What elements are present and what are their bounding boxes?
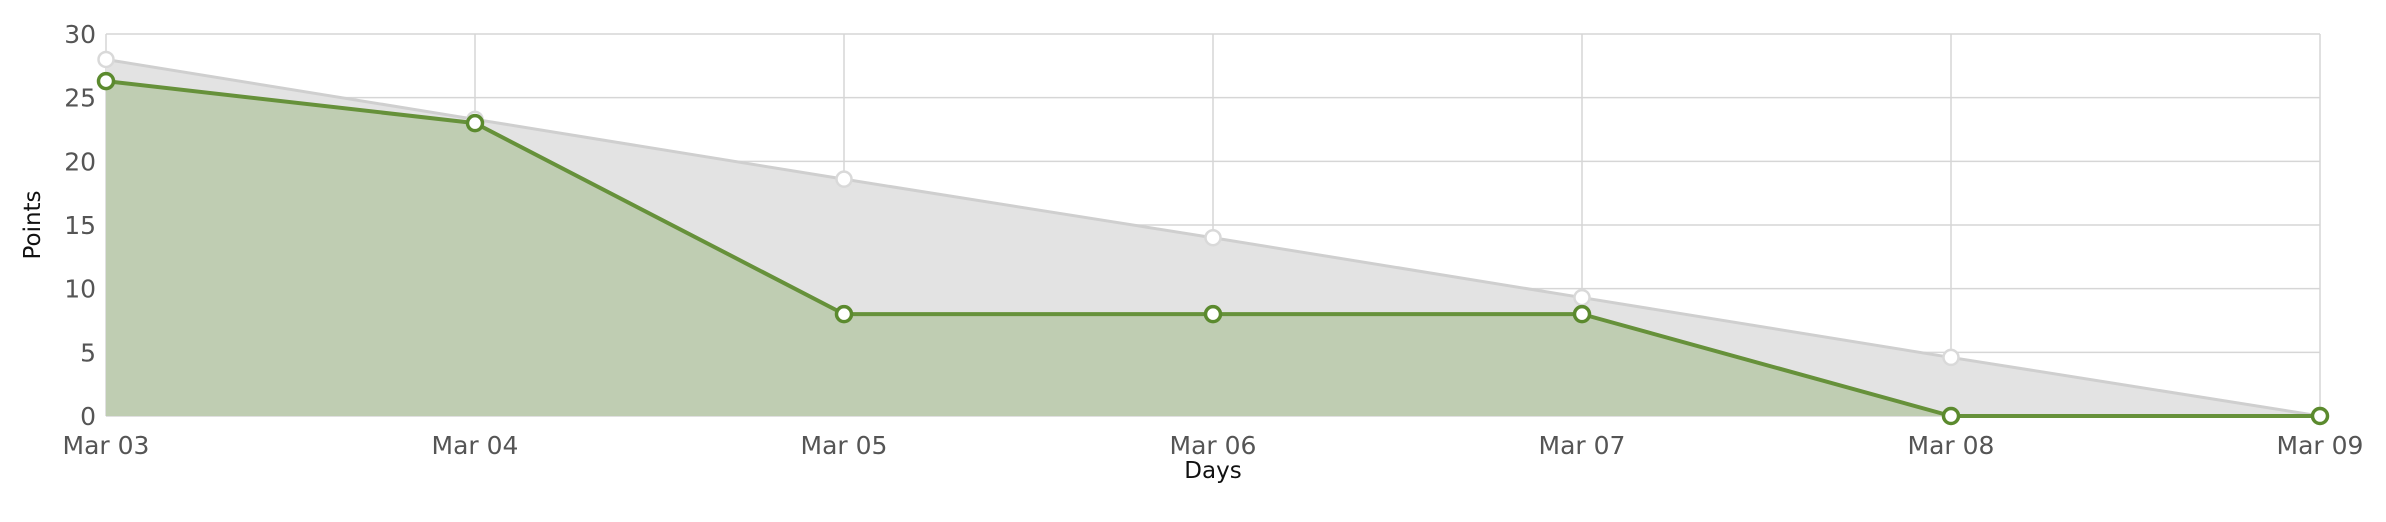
x-axis-ticks: Mar 03 Mar 04 Mar 05 Mar 06 Mar 07 Mar 08 Mar … bbox=[63, 431, 2364, 460]
series-2-point bbox=[834, 304, 854, 324]
x-tick-label: Mar 07 bbox=[1539, 431, 1626, 460]
series-1-point bbox=[1942, 348, 1960, 367]
series-2-point bbox=[465, 113, 485, 133]
x-tick-label: Mar 06 bbox=[1170, 431, 1257, 460]
x-tick-label: Mar 04 bbox=[432, 431, 519, 460]
y-axis-title: Points bbox=[20, 190, 46, 259]
series-1-point bbox=[1204, 228, 1222, 247]
x-axis-title: Days bbox=[1184, 458, 1241, 484]
y-tick-label: 30 bbox=[64, 20, 96, 49]
series-1-point bbox=[97, 50, 115, 69]
series-2-point bbox=[96, 71, 116, 91]
y-tick-label: 15 bbox=[64, 211, 96, 240]
series-2-point bbox=[1572, 304, 1592, 324]
y-tick-label: 20 bbox=[64, 147, 96, 176]
series-2-point bbox=[1941, 406, 1961, 426]
series-2-point bbox=[2310, 406, 2330, 426]
x-tick-label: Mar 03 bbox=[63, 431, 150, 460]
series-1-point bbox=[1573, 288, 1591, 307]
y-tick-label: 25 bbox=[64, 84, 96, 113]
x-tick-label: Mar 08 bbox=[1908, 431, 1995, 460]
y-tick-label: 5 bbox=[80, 338, 96, 367]
series-1-point bbox=[835, 170, 853, 188]
y-axis-ticks: 0 5 10 15 20 25 30 bbox=[64, 20, 96, 431]
y-tick-label: 10 bbox=[64, 275, 96, 304]
series-2-area bbox=[106, 81, 2320, 416]
x-tick-label: Mar 05 bbox=[801, 431, 888, 460]
y-tick-label: 0 bbox=[80, 402, 96, 431]
series-points bbox=[96, 50, 2330, 426]
x-tick-label: Mar 09 bbox=[2277, 431, 2364, 460]
series-2-point bbox=[1203, 304, 1223, 324]
